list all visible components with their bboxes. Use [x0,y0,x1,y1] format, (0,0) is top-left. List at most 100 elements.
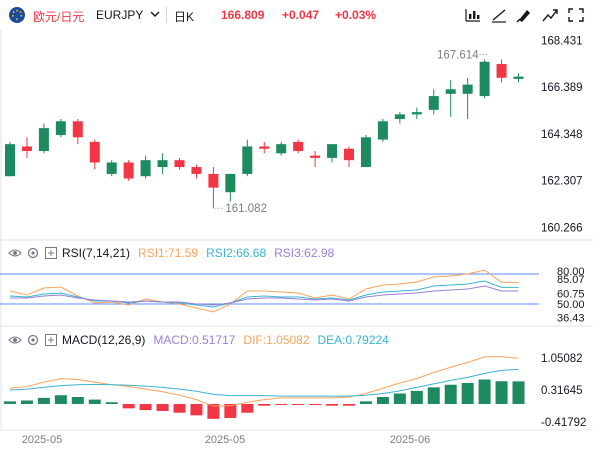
macd-histogram-bar [326,403,339,406]
indicator-chart-icon[interactable] [463,6,483,24]
eye-icon[interactable] [8,246,22,260]
rsi-title: RSI(7,14,21) [62,246,131,260]
settings-icon[interactable] [26,333,40,347]
macd-value: MACD:0.51717 [153,333,236,347]
candle-body [38,128,49,152]
macd-histogram-bar [512,381,525,404]
rsi-tick-label: 80.00 [557,266,585,278]
price-tick-label: 168.431 [541,35,583,47]
chart-settings-icon[interactable] [540,6,560,24]
candle-body [411,112,422,115]
symbol-name[interactable]: 欧元/日元 [33,10,85,24]
macd-tick-label: -0.41792 [541,417,586,429]
macd-histogram-bar [224,403,237,418]
macd-histogram-bar [343,403,355,406]
rsi2-value: RSI2:66.68 [206,246,267,260]
macd-histogram-bar [105,402,118,404]
candle-body [21,146,32,152]
rsi3-value: RSI3:62.98 [274,246,335,260]
dea-value: DEA:0.79224 [317,333,389,347]
toolbar-divider [166,7,167,23]
macd-histogram-bar [122,403,135,409]
last-price: 166.809 [221,8,265,22]
macd-histogram-bar [410,390,423,404]
macd-histogram-bar [258,403,271,406]
rsi-tick-label: 60.75 [557,288,585,300]
macd-title: MACD(12,26,9) [62,333,146,347]
macd-histogram-bar [495,381,508,404]
x-axis-date-label: 2025-06 [390,434,430,446]
rsi1-value: RSI1:71.59 [138,246,199,260]
candle-body [123,162,134,179]
candle-body [106,162,117,174]
candle-body [191,167,202,174]
candle-body [293,141,304,152]
rsi-tick-label: 85.07 [557,274,585,286]
fullscreen-icon[interactable] [566,6,586,24]
candle-body [157,160,168,168]
rsi-series-line-rsi3 [10,285,519,306]
x-axis-date-label: 2025-05 [205,434,245,446]
macd-histogram-bar [20,400,33,404]
draw-line-icon[interactable] [489,6,509,24]
x-axis-date-label: 2025-05 [22,434,62,446]
candle-body [225,173,236,193]
macd-histogram-bar [461,383,474,404]
candle-body [513,76,524,79]
brush-icon[interactable] [514,6,534,24]
macd-histogram-bar [393,393,406,404]
price-change-percent: +0.03% [335,8,377,22]
macd-histogram-bar [88,399,101,404]
macd-histogram-bar [292,403,305,405]
macd-series-line-dif [9,356,519,407]
macd-histogram-bar [444,384,457,404]
candle-body [140,160,151,177]
axis-labels: 2025-05 2025-05 2025-06 [22,434,430,446]
macd-tick-label: 1.05082 [541,353,583,365]
candle-body [55,121,66,135]
candle-body [5,144,15,177]
eye-icon[interactable] [8,333,22,347]
macd-histogram-bar [54,395,67,404]
macd-histogram-bar [71,396,84,404]
candle-body [479,61,490,97]
chevron-down-icon[interactable] [150,8,160,20]
macd-histogram-bar [241,403,254,413]
macd-histogram-bar [156,403,169,411]
settings-icon[interactable] [26,246,40,260]
macd-histogram-bar [359,401,372,404]
collapse-icon[interactable] [44,333,58,347]
macd-legend: MACD(12,26,9) MACD:0.51717 DIF:1.05082 D… [8,333,389,347]
candle-body [276,144,287,154]
candle-body [496,64,507,78]
euro-flag-icon [9,7,25,23]
candle-body [242,146,253,174]
rsi-series-line-rsi2 [9,280,519,308]
macd-histogram-bar [190,403,203,416]
rsi-tick-label: 50.00 [557,299,585,311]
price-tick-label: 160.266 [541,222,583,234]
macd-histogram-bar [4,401,16,404]
collapse-icon[interactable] [44,246,58,260]
toolbar: 欧元/日元 EURJPY 日K 166.809 +0.047 +0.03% [0,0,593,30]
candle-body [360,137,371,168]
macd-panel: 1.05082 0.31645 -0.41792 [4,353,586,429]
candle-body [310,155,321,158]
macd-histogram-bar [478,379,491,404]
macd-histogram-bar [376,396,389,404]
candle-body [428,96,439,110]
candle-body [445,89,456,94]
macd-tick-label: 0.31645 [541,385,583,397]
candle-body [344,148,354,161]
macd-histogram-bar [37,397,50,404]
rsi-series-line-rsi1 [9,269,519,313]
price-tick-label: 162.307 [541,176,583,188]
timeframe-button[interactable]: 日K [174,10,195,24]
symbol-code[interactable]: EURJPY [96,8,144,22]
price-tick-label: 166.389 [541,82,583,94]
macd-histogram-bar [173,403,186,413]
macd-histogram-bar [309,403,322,405]
